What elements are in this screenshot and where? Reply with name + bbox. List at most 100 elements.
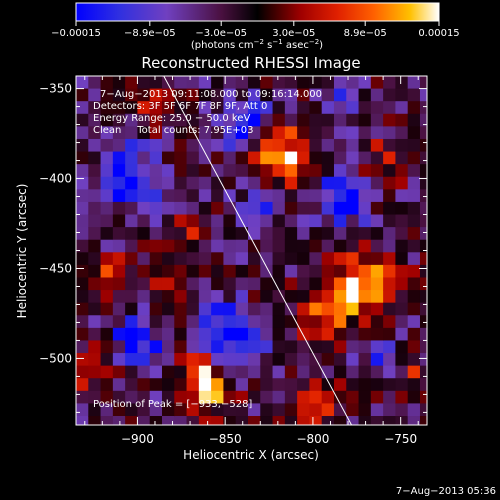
heatmap-cell (223, 227, 237, 241)
heatmap-cell (161, 277, 175, 291)
heatmap-cell (100, 390, 114, 404)
heatmap-cell (198, 239, 212, 253)
heatmap-cell (100, 126, 114, 140)
x-tick-label: −900 (121, 432, 154, 446)
heatmap-cell (186, 252, 200, 266)
heatmap-cell (407, 176, 421, 190)
heatmap-cell (297, 353, 310, 367)
heatmap-cell (137, 201, 151, 216)
heatmap-cell (321, 201, 335, 216)
heatmap-image (76, 76, 427, 425)
heatmap-cell (198, 277, 212, 291)
heatmap-cell (358, 403, 372, 417)
heatmap-cell (272, 264, 286, 278)
heatmap-cell (383, 416, 396, 425)
colorbar-tick-label: −8.9e−05 (124, 28, 176, 39)
heatmap-cell (419, 138, 427, 153)
heatmap-cell (346, 290, 360, 304)
heatmap-cell (137, 416, 151, 425)
heatmap-cell (247, 88, 261, 102)
heatmap-cell (272, 113, 286, 127)
heatmap-cell (346, 277, 360, 291)
heatmap-cell (112, 416, 126, 425)
heatmap-cell (186, 365, 200, 379)
heatmap-cell (161, 353, 175, 367)
heatmap-cell (346, 101, 360, 115)
heatmap-cell (419, 290, 427, 304)
heatmap-cell (309, 138, 323, 153)
heatmap-cell (395, 201, 409, 216)
heatmap-cell (346, 302, 360, 316)
heatmap-cell (247, 264, 261, 278)
heatmap-cell (297, 113, 310, 127)
heatmap-cell (125, 416, 138, 425)
heatmap-cell (272, 214, 286, 228)
heatmap-cell (137, 403, 151, 417)
heatmap-cell (223, 88, 237, 102)
heatmap-cell (383, 176, 396, 190)
heatmap-cell (125, 378, 138, 392)
heatmap-cell (260, 239, 274, 253)
heatmap-cell (407, 302, 421, 316)
heatmap-cell (161, 88, 175, 102)
heatmap-cell (407, 264, 421, 278)
heatmap-cell (419, 403, 427, 417)
heatmap-cell (149, 201, 163, 216)
heatmap-cell (100, 378, 114, 392)
heatmap-cell (383, 201, 396, 216)
heatmap-cell (88, 227, 102, 241)
heatmap-cell (88, 88, 102, 102)
heatmap-cell (272, 88, 286, 102)
heatmap-cell (137, 277, 151, 291)
heatmap-cell (247, 277, 261, 291)
heatmap-cell (223, 138, 237, 153)
heatmap-cell (174, 201, 188, 216)
heatmap-cell (309, 113, 323, 127)
heatmap-cell (272, 164, 286, 178)
heatmap-cell (174, 416, 188, 425)
heatmap-cell (211, 88, 224, 102)
heatmap-cell (272, 151, 286, 165)
heatmap-cell (333, 315, 347, 329)
heatmap-cell (149, 88, 163, 102)
heatmap-cell (309, 151, 323, 165)
heatmap-cell (297, 201, 310, 216)
heatmap-cell (346, 126, 360, 140)
heatmap-cell (100, 327, 114, 341)
heatmap-cell (223, 290, 237, 304)
heatmap-cell (100, 176, 114, 190)
heatmap-cell (100, 227, 114, 241)
heatmap-cell (333, 327, 347, 341)
heatmap-cell (260, 353, 274, 367)
heatmap-cell (76, 138, 89, 153)
heatmap-cell (395, 277, 409, 291)
heatmap-cell (260, 189, 274, 203)
heatmap-cell (125, 201, 138, 216)
heatmap-cell (112, 290, 126, 304)
heatmap-cell (419, 113, 427, 127)
heatmap-cell (407, 113, 421, 127)
heatmap-cell (419, 151, 427, 165)
heatmap-cell (174, 189, 188, 203)
heatmap-cell (321, 113, 335, 127)
heatmap-cell (198, 327, 212, 341)
heatmap-cell (272, 353, 286, 367)
heatmap-cell (186, 214, 200, 228)
heatmap-cell (76, 214, 89, 228)
colorbar-tick-label: 3.0e−05 (272, 28, 315, 39)
heatmap-cell (321, 277, 335, 291)
heatmap-cell (358, 214, 372, 228)
heatmap-cell (161, 176, 175, 190)
heatmap-cell (100, 252, 114, 266)
heatmap-cell (370, 365, 384, 379)
heatmap-cell (149, 277, 163, 291)
heatmap-cell (76, 315, 89, 329)
heatmap-cell (309, 302, 323, 316)
heatmap-cell (247, 126, 261, 140)
heatmap-cell (100, 138, 114, 153)
heatmap-cell (247, 403, 261, 417)
heatmap-cell (161, 138, 175, 153)
heatmap-cell (161, 126, 175, 140)
heatmap-cell (358, 315, 372, 329)
